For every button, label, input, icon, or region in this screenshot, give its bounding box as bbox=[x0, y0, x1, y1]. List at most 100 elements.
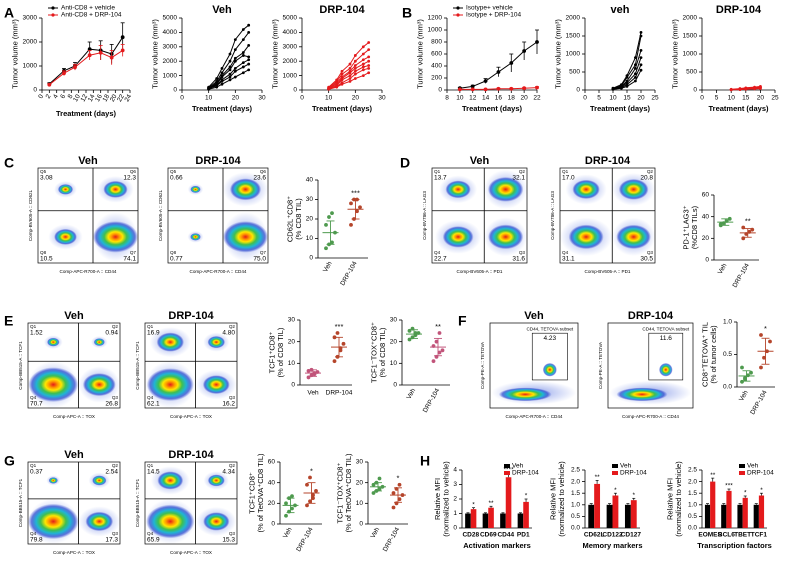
chart-title: Veh bbox=[212, 4, 232, 16]
data-point bbox=[348, 71, 352, 75]
y-axis-label: CD8⁺TETOVA⁺ TIL bbox=[701, 322, 710, 387]
x-tick-label: 0 bbox=[700, 95, 704, 102]
x-axis-label: Treatment (days) bbox=[462, 104, 523, 113]
data-point bbox=[348, 77, 352, 80]
bar bbox=[517, 513, 524, 528]
x-tick-label: CD62L bbox=[584, 532, 605, 539]
x-tick-label: CD44 bbox=[497, 532, 514, 539]
x-tick-label: 24 bbox=[124, 93, 134, 103]
data-point bbox=[740, 365, 744, 370]
quadrant-value: 62.1 bbox=[147, 401, 160, 408]
data-point bbox=[639, 34, 643, 38]
y-axis-label: Comp-BV605-A :: CD62L bbox=[28, 189, 33, 241]
quadrant-name: Q2 bbox=[229, 324, 236, 329]
data-point bbox=[634, 76, 637, 79]
y-tick-label: 2.5 bbox=[688, 467, 697, 474]
y-tick-label: 0 bbox=[309, 255, 313, 262]
y-tick-label: 0 bbox=[693, 87, 697, 94]
quadrant-name: Q4 bbox=[147, 395, 154, 400]
x-tick-label: 5 bbox=[715, 95, 719, 102]
bar bbox=[624, 504, 631, 528]
x-tick-label: BCL6 bbox=[718, 532, 735, 539]
quadrant-value: 0.37 bbox=[30, 469, 43, 476]
data-point bbox=[749, 370, 753, 375]
gate-value: 11.6 bbox=[660, 335, 673, 342]
bar bbox=[737, 504, 743, 528]
bar bbox=[612, 495, 619, 528]
y-tick-label: 2.0 bbox=[571, 478, 580, 485]
x-tick-label: CD122 bbox=[602, 532, 623, 539]
data-point bbox=[361, 68, 365, 72]
data-point bbox=[371, 482, 376, 487]
y-axis-label: Tumor volume (mm³) bbox=[671, 19, 680, 89]
y-axis-label: (normalized to vehicle) bbox=[557, 461, 566, 537]
x-tick-label: 5 bbox=[597, 95, 601, 102]
legend-label: Veh bbox=[747, 463, 759, 470]
data-point bbox=[109, 55, 114, 60]
data-point bbox=[611, 87, 615, 91]
data-point bbox=[353, 72, 357, 76]
data-point bbox=[535, 85, 539, 90]
quadrant-value: 16.9 bbox=[147, 330, 160, 337]
legend-swatch bbox=[504, 471, 510, 475]
y-tick-label: 30 bbox=[288, 317, 296, 324]
data-point bbox=[228, 78, 232, 82]
x-tick-label: 20 bbox=[232, 95, 240, 102]
significance: ** bbox=[489, 500, 495, 507]
legend-label: Isotype+ vehicle bbox=[466, 5, 513, 12]
chart-title: Veh bbox=[78, 155, 98, 167]
data-point bbox=[220, 75, 224, 79]
quadrant-name: Q3 bbox=[112, 395, 119, 400]
y-tick-label: 1000 bbox=[566, 51, 581, 58]
y-tick-label: 2000 bbox=[163, 58, 178, 65]
data-point bbox=[397, 497, 402, 502]
x-tick-label: CD28 bbox=[462, 532, 479, 539]
y-tick-label: 0 bbox=[271, 521, 275, 528]
y-tick-label: 0 bbox=[33, 87, 37, 94]
quadrant-name: Q4 bbox=[147, 531, 154, 536]
quadrant-name: Q2 bbox=[229, 463, 236, 468]
data-point bbox=[397, 482, 402, 487]
x-tick-label: Veh bbox=[307, 390, 319, 397]
y-axis-label: (% of TetOVA⁺CD8 TIL) bbox=[256, 453, 265, 532]
data-point bbox=[509, 61, 514, 65]
data-point bbox=[233, 38, 237, 41]
data-point bbox=[367, 71, 371, 75]
x-tick-label: DRP-104 bbox=[326, 390, 353, 397]
y-axis-label: Comp-BB515-A :: TCF1 bbox=[18, 341, 23, 390]
data-point bbox=[220, 82, 224, 86]
data-point bbox=[220, 67, 224, 70]
x-axis-label: Comp-APC-A :: TOX bbox=[170, 414, 212, 419]
data-point bbox=[247, 43, 251, 47]
x-tick-label: Veh bbox=[370, 526, 382, 540]
quadrant-name: Q6 bbox=[260, 169, 267, 174]
data-point bbox=[330, 240, 334, 245]
data-point bbox=[241, 71, 245, 75]
data-point bbox=[639, 56, 643, 59]
data-point bbox=[639, 31, 643, 34]
data-point bbox=[332, 335, 337, 340]
quadrant-name: Q6 bbox=[130, 169, 137, 174]
y-tick-label: 1.0 bbox=[571, 502, 580, 509]
significance: * bbox=[760, 487, 763, 494]
y-tick-label: 30 bbox=[356, 459, 364, 466]
y-axis-label: Tumor volume (mm³) bbox=[416, 19, 425, 89]
quadrant-value: 3.08 bbox=[40, 175, 53, 182]
legend-marker bbox=[51, 13, 55, 17]
legend-label: Anti-CD8 + DRP-104 bbox=[61, 12, 122, 19]
data-point bbox=[371, 491, 376, 495]
significance: ** bbox=[745, 216, 751, 225]
x-axis-label: Treatment (days) bbox=[56, 109, 117, 118]
data-point bbox=[233, 56, 237, 60]
data-point bbox=[634, 79, 637, 83]
significance: * bbox=[397, 474, 400, 483]
significance: ** bbox=[595, 474, 601, 481]
density-blob bbox=[54, 228, 77, 245]
data-point bbox=[228, 75, 232, 79]
data-point bbox=[753, 87, 756, 91]
bar bbox=[710, 481, 716, 528]
data-point bbox=[377, 486, 382, 491]
data-point bbox=[361, 65, 365, 69]
bar bbox=[500, 513, 506, 528]
data-point bbox=[233, 59, 237, 63]
